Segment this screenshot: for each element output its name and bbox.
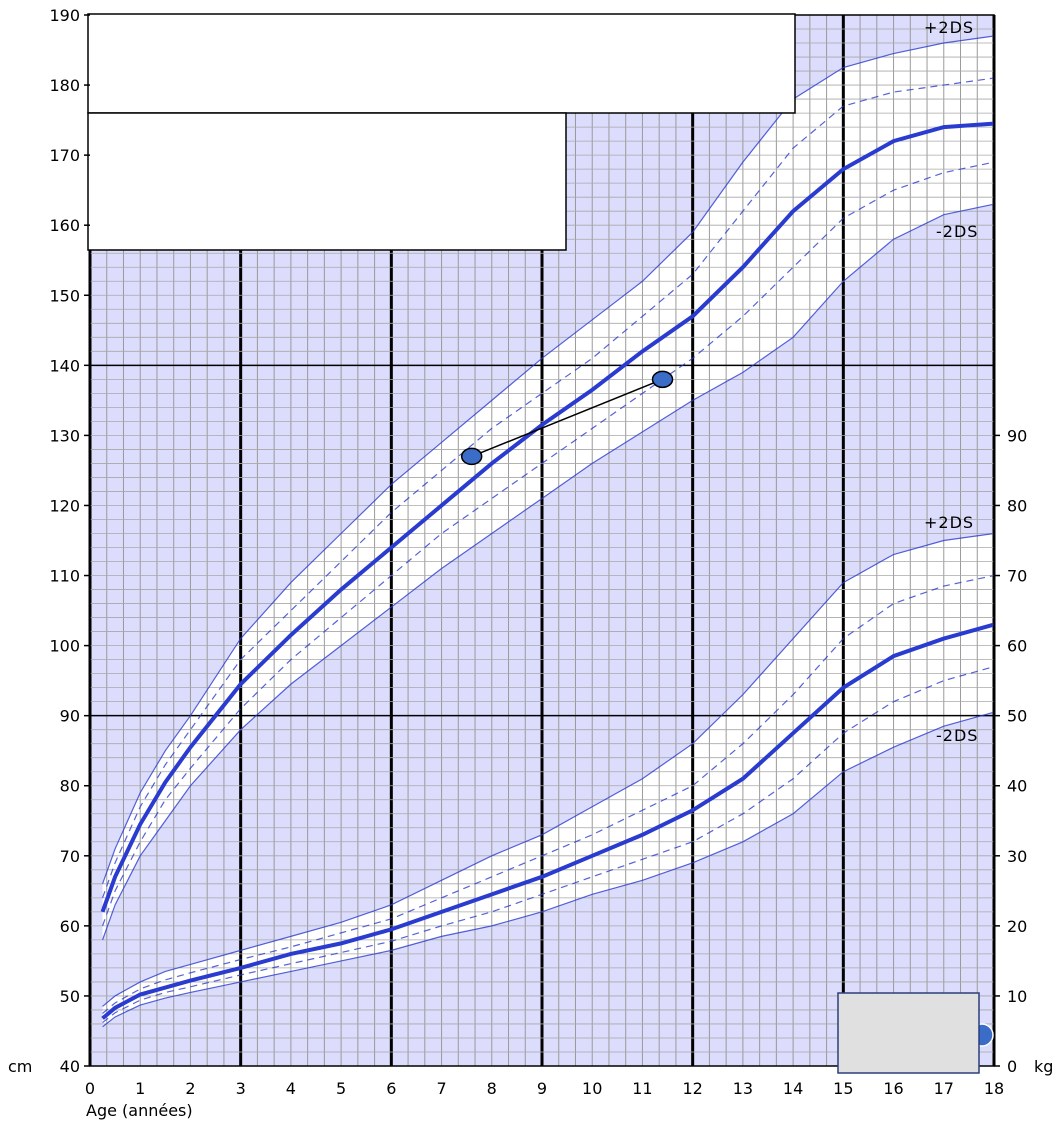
overlay-box xyxy=(837,992,980,1074)
weight-upper-ds-label: +2DS xyxy=(924,513,974,532)
x-tick-label: 14 xyxy=(783,1079,803,1098)
x-tick-label: 0 xyxy=(85,1079,95,1098)
percentile-curves xyxy=(100,35,995,1028)
x-tick-label: 2 xyxy=(185,1079,195,1098)
weight-curve-plus1DS xyxy=(102,574,995,1014)
height-upper-ds-label: +2DS xyxy=(924,18,974,37)
weight-ds-band xyxy=(102,533,995,1027)
patient-height-point[interactable] xyxy=(651,370,674,389)
height-tick-label: 170 xyxy=(49,146,80,165)
x-tick-label: 11 xyxy=(632,1079,652,1098)
x-tick-label: 1 xyxy=(135,1079,145,1098)
height-curve-plus1DS xyxy=(101,77,995,899)
legend-box-middle xyxy=(87,112,567,251)
height-tick-label: 180 xyxy=(49,76,80,95)
axes: 4050607080901001101201301401501601701801… xyxy=(49,6,1027,1098)
patient-height-point[interactable] xyxy=(460,447,483,466)
x-tick-label: 9 xyxy=(537,1079,547,1098)
weight-lower-ds-label: -2DS xyxy=(936,726,978,745)
height-tick-label: 40 xyxy=(60,1057,80,1076)
height-tick-label: 70 xyxy=(60,847,80,866)
height-tick-label: 80 xyxy=(60,777,80,796)
x-tick-label: 7 xyxy=(436,1079,446,1098)
height-curve-median xyxy=(100,121,995,913)
x-tick-label: 10 xyxy=(582,1079,602,1098)
weight-unit-label: kg xyxy=(1034,1057,1053,1076)
x-tick-label: 8 xyxy=(487,1079,497,1098)
x-tick-label: 5 xyxy=(336,1079,346,1098)
height-ds-band xyxy=(102,36,995,940)
x-tick-label: 3 xyxy=(236,1079,246,1098)
weight-tick-label: 40 xyxy=(1007,777,1027,796)
height-curve-minus2DS xyxy=(101,203,995,941)
ds-bands xyxy=(102,36,995,1027)
height-unit-label: cm xyxy=(8,1057,32,1076)
weight-curve-minus2DS xyxy=(102,711,995,1028)
height-curve-plus2DS xyxy=(101,35,995,885)
height-tick-label: 190 xyxy=(49,6,80,25)
height-tick-label: 100 xyxy=(49,637,80,656)
height-tick-label: 150 xyxy=(49,286,80,305)
legend-box-top xyxy=(87,13,796,114)
weight-tick-label: 0 xyxy=(1007,1057,1017,1076)
x-tick-label: 13 xyxy=(733,1079,753,1098)
weight-tick-label: 60 xyxy=(1007,637,1027,656)
weight-tick-label: 50 xyxy=(1007,707,1027,726)
x-tick-label: 16 xyxy=(883,1079,903,1098)
patient-points xyxy=(460,370,674,466)
height-tick-label: 110 xyxy=(49,567,80,586)
patient-connector-line xyxy=(471,378,663,458)
weight-curve-median xyxy=(101,622,995,1020)
height-tick-label: 120 xyxy=(49,496,80,515)
height-tick-label: 130 xyxy=(49,426,80,445)
height-tick-label: 60 xyxy=(60,917,80,936)
height-tick-label: 140 xyxy=(49,356,80,375)
height-tick-label: 50 xyxy=(60,987,80,1006)
weight-curve-plus2DS xyxy=(102,532,995,1007)
x-tick-label: 15 xyxy=(833,1079,853,1098)
height-tick-label: 160 xyxy=(49,216,80,235)
weight-tick-label: 20 xyxy=(1007,917,1027,936)
x-tick-label: 18 xyxy=(984,1079,1004,1098)
x-tick-label: 17 xyxy=(934,1079,954,1098)
weight-tick-label: 30 xyxy=(1007,847,1027,866)
height-curve-minus1DS xyxy=(101,161,995,927)
weight-curve-minus1DS xyxy=(102,666,995,1024)
weight-tick-label: 70 xyxy=(1007,567,1027,586)
x-axis-label: Age (années) xyxy=(86,1101,193,1120)
x-tick-label: 12 xyxy=(682,1079,702,1098)
weight-tick-label: 80 xyxy=(1007,496,1027,515)
weight-tick-label: 10 xyxy=(1007,987,1027,1006)
x-tick-label: 6 xyxy=(386,1079,396,1098)
height-lower-ds-label: -2DS xyxy=(936,222,978,241)
weight-tick-label: 90 xyxy=(1007,426,1027,445)
x-tick-label: 4 xyxy=(286,1079,296,1098)
height-tick-label: 90 xyxy=(60,707,80,726)
